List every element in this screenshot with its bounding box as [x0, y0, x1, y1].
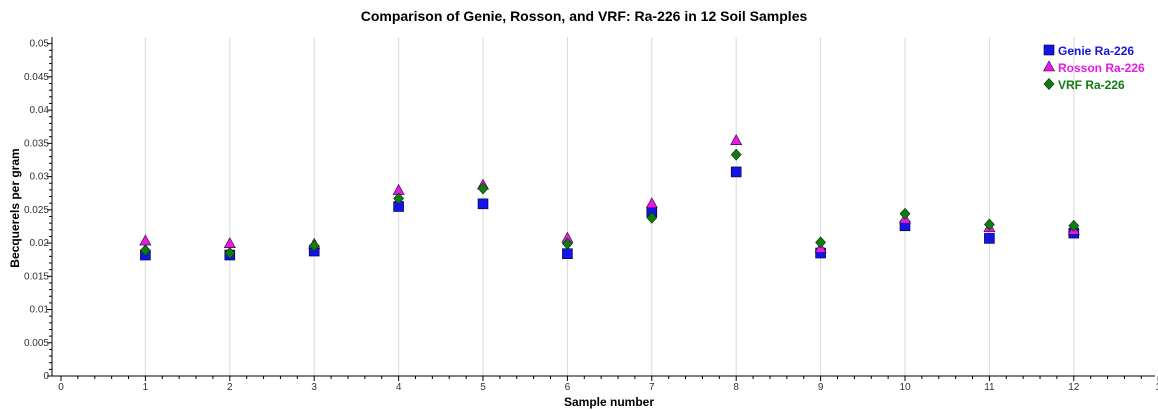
x-tick-label: 7: [649, 382, 655, 393]
axes: [47, 37, 1158, 381]
y-axis-title: Becquerels per gram: [8, 148, 22, 267]
point-genie-ra-226: [562, 248, 573, 259]
point-rosson-ra-226: [730, 134, 743, 145]
x-tick-label: 6: [565, 382, 571, 393]
point-vrf-ra-226: [815, 236, 827, 249]
y-tick-label: 0.03: [30, 172, 50, 183]
chart-title: Comparison of Genie, Rosson, and VRF: Ra…: [361, 8, 808, 24]
legend-marker-vrf-ra-226: [1043, 78, 1055, 90]
point-vrf-ra-226: [393, 192, 405, 205]
y-tick-label: 0.005: [24, 338, 49, 349]
y-tick-label: 0.01: [30, 305, 50, 316]
x-tick-label: 8: [733, 382, 739, 393]
point-vrf-ra-226: [139, 244, 151, 257]
point-vrf-ra-226: [1068, 219, 1080, 232]
x-tick-label: 3: [311, 382, 317, 393]
point-vrf-ra-226: [983, 218, 995, 231]
y-tick-label: 0.015: [24, 271, 49, 282]
legend-label-vrf-ra-226: VRF Ra-226: [1058, 78, 1125, 92]
x-tick-label: 0: [58, 382, 64, 393]
x-tick-label: 10: [899, 382, 911, 393]
x-tick-label: 9: [818, 382, 824, 393]
point-rosson-ra-226: [223, 237, 236, 249]
y-tick-label: 0.035: [24, 138, 49, 149]
y-tick-label: 0.05: [30, 39, 50, 50]
x-tick-label: 12: [1068, 382, 1080, 393]
point-vrf-ra-226: [561, 237, 573, 250]
legend-label-rosson-ra-226: Rosson Ra-226: [1058, 61, 1145, 75]
point-vrf-ra-226: [224, 247, 236, 259]
legend-label-genie-ra-226: Genie Ra-226: [1058, 44, 1134, 58]
y-tick-label: 0: [43, 371, 49, 382]
point-vrf-ra-226: [899, 207, 911, 220]
y-tick-label: 0.025: [24, 205, 49, 216]
x-tick-label: 11: [984, 382, 995, 393]
point-rosson-ra-226: [645, 197, 658, 209]
x-tick-label: 2: [227, 382, 233, 393]
x-tick-label: 1: [1155, 382, 1158, 393]
point-vrf-ra-226: [308, 239, 320, 252]
point-vrf-ra-226: [730, 148, 742, 161]
tick-labels: 0123456789101112100.0050.010.0150.020.02…: [24, 39, 1158, 393]
y-tick-label: 0.04: [30, 105, 50, 116]
grid: [144, 37, 1075, 376]
y-tick-label: 0.045: [24, 72, 49, 83]
legend-marker-genie-ra-226: [1043, 44, 1055, 56]
point-genie-ra-226: [730, 166, 742, 178]
point-rosson-ra-226: [139, 234, 152, 246]
x-axis-title: Sample number: [564, 395, 654, 409]
data-points: [139, 134, 1080, 261]
legend-marker-rosson-ra-226: [1042, 60, 1056, 72]
x-tick-label: 5: [480, 382, 486, 393]
x-tick-label: 4: [396, 382, 402, 393]
x-tick-label: 1: [143, 382, 149, 393]
point-genie-ra-226: [984, 233, 995, 244]
point-vrf-ra-226: [646, 211, 658, 224]
point-vrf-ra-226: [477, 182, 489, 195]
y-tick-label: 0.02: [30, 238, 50, 249]
point-genie-ra-226: [477, 198, 489, 210]
legend: Genie Ra-226 Rosson Ra-226 VRF Ra-226: [1042, 44, 1145, 92]
